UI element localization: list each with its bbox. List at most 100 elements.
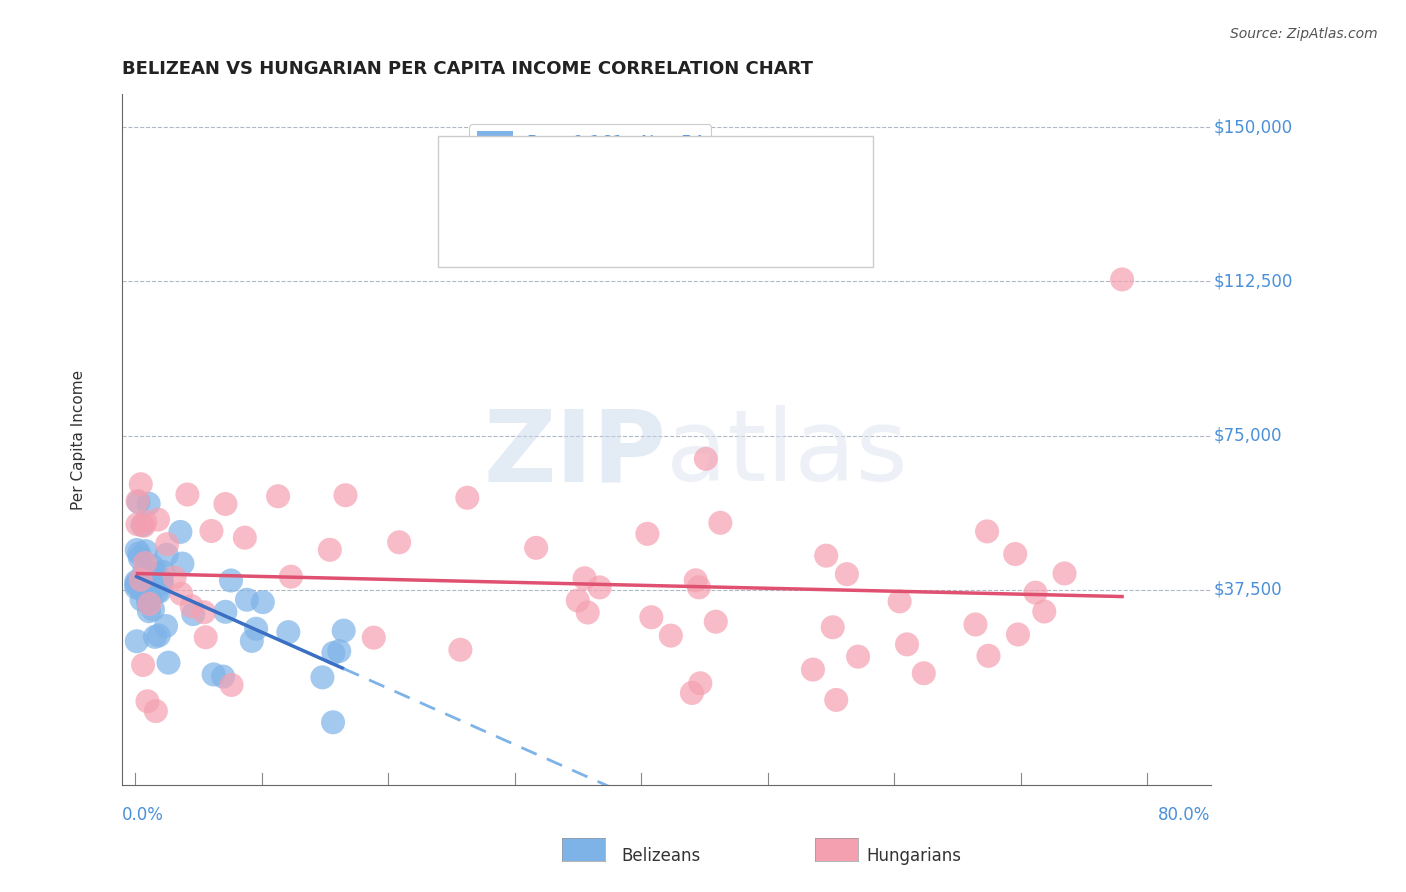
Hungarians	[1053, 566, 1076, 581]
Hungarians	[1025, 585, 1047, 599]
Belizeans	[131, 518, 153, 533]
Hungarians	[449, 642, 471, 657]
Hungarians	[681, 686, 703, 700]
Belizeans	[240, 633, 263, 648]
Hungarians	[588, 581, 610, 595]
Legend: R = -0.161   N = 54, R = -0.177   N = 64: R = -0.161 N = 54, R = -0.177 N = 64	[470, 124, 711, 189]
Belizeans	[131, 592, 153, 607]
Belizeans	[332, 624, 354, 638]
Hungarians	[889, 594, 911, 608]
Hungarians	[134, 515, 156, 529]
Hungarians	[965, 617, 987, 632]
Belizeans	[143, 630, 166, 644]
Text: Belizeans: Belizeans	[621, 847, 700, 865]
Text: $150,000: $150,000	[1213, 119, 1292, 136]
Belizeans	[139, 591, 162, 605]
Hungarians	[145, 704, 167, 718]
Hungarians	[640, 610, 662, 624]
Hungarians	[335, 488, 357, 502]
Belizeans	[146, 584, 169, 599]
Hungarians	[801, 663, 824, 677]
Hungarians	[180, 599, 202, 614]
Hungarians	[132, 518, 155, 533]
Hungarians	[821, 620, 844, 634]
Hungarians	[200, 524, 222, 538]
Belizeans	[148, 584, 170, 599]
Hungarians	[134, 556, 156, 570]
Belizeans	[135, 544, 157, 558]
Hungarians	[567, 593, 589, 607]
Belizeans	[252, 595, 274, 609]
Belizeans	[328, 644, 350, 658]
Belizeans	[138, 604, 160, 618]
Hungarians	[163, 571, 186, 585]
Text: $75,000: $75,000	[1213, 426, 1282, 444]
Belizeans	[181, 607, 204, 621]
Hungarians	[319, 542, 342, 557]
Hungarians	[576, 606, 599, 620]
Text: Hungarians: Hungarians	[866, 847, 962, 865]
Belizeans	[245, 622, 267, 636]
Hungarians	[912, 666, 935, 681]
Belizeans	[138, 594, 160, 608]
Hungarians	[685, 574, 707, 588]
Hungarians	[132, 657, 155, 672]
Belizeans	[125, 581, 148, 595]
Hungarians	[1004, 547, 1026, 561]
Belizeans	[236, 592, 259, 607]
Belizeans	[128, 546, 150, 560]
Hungarians	[846, 649, 869, 664]
Belizeans	[127, 575, 149, 590]
Belizeans	[219, 574, 242, 588]
Hungarians	[896, 637, 918, 651]
FancyBboxPatch shape	[437, 136, 873, 267]
Belizeans	[156, 548, 179, 562]
Hungarians	[636, 526, 658, 541]
Belizeans	[125, 634, 148, 648]
Hungarians	[138, 597, 160, 611]
Belizeans	[214, 605, 236, 619]
Hungarians	[129, 477, 152, 491]
Belizeans	[135, 583, 157, 598]
Hungarians	[825, 693, 848, 707]
Belizeans	[125, 543, 148, 558]
Text: atlas: atlas	[666, 405, 908, 502]
Belizeans	[172, 557, 194, 571]
Belizeans	[142, 566, 165, 581]
Hungarians	[221, 678, 243, 692]
Belizeans	[142, 602, 165, 616]
Belizeans	[131, 582, 153, 597]
Hungarians	[977, 648, 1000, 663]
Hungarians	[835, 567, 858, 582]
Text: Source: ZipAtlas.com: Source: ZipAtlas.com	[1230, 27, 1378, 41]
Hungarians	[194, 630, 217, 644]
Belizeans	[322, 646, 344, 660]
Text: BELIZEAN VS HUNGARIAN PER CAPITA INCOME CORRELATION CHART: BELIZEAN VS HUNGARIAN PER CAPITA INCOME …	[122, 60, 813, 78]
Text: $112,500: $112,500	[1213, 272, 1292, 291]
Belizeans	[136, 595, 159, 609]
Belizeans	[143, 581, 166, 595]
Belizeans	[152, 565, 174, 579]
Text: ZIP: ZIP	[484, 405, 666, 502]
Text: $37,500: $37,500	[1213, 581, 1282, 599]
Hungarians	[695, 451, 717, 466]
Hungarians	[146, 513, 169, 527]
Belizeans	[142, 569, 165, 583]
Hungarians	[127, 517, 149, 532]
Hungarians	[176, 487, 198, 501]
Belizeans	[311, 670, 333, 684]
Belizeans	[141, 558, 163, 573]
Belizeans	[169, 524, 191, 539]
Belizeans	[125, 574, 148, 589]
Hungarians	[129, 573, 152, 587]
Hungarians	[136, 694, 159, 708]
Hungarians	[280, 569, 302, 583]
Hungarians	[574, 571, 596, 585]
Hungarians	[388, 535, 411, 549]
Belizeans	[212, 670, 235, 684]
Belizeans	[127, 577, 149, 591]
Belizeans	[128, 551, 150, 566]
Hungarians	[214, 497, 236, 511]
Hungarians	[1111, 272, 1133, 286]
Belizeans	[150, 576, 173, 591]
